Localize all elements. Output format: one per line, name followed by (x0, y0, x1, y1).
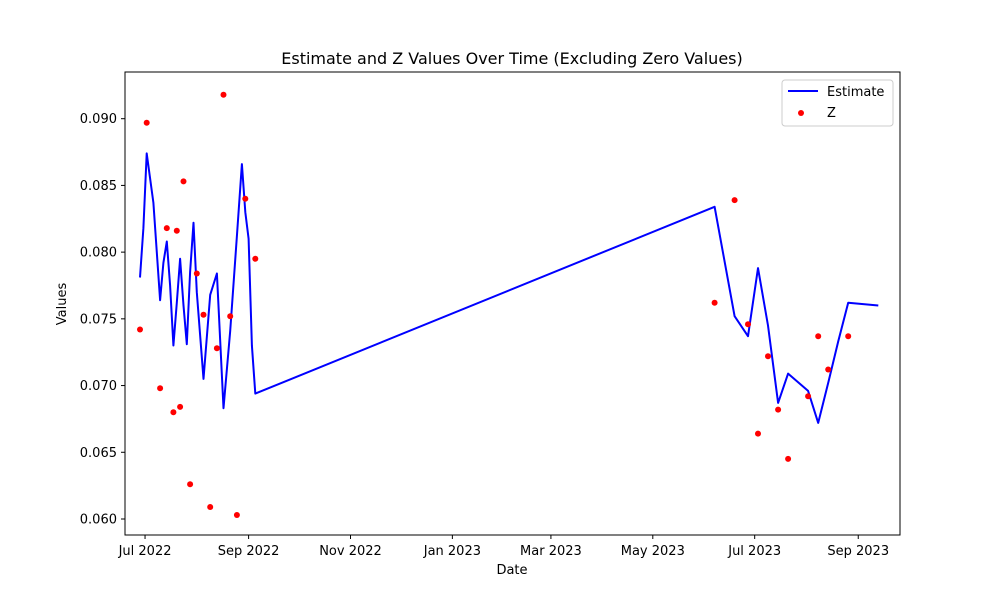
series-z-point (174, 228, 180, 234)
series-z-point (164, 225, 170, 231)
chart-title: Estimate and Z Values Over Time (Excludi… (281, 49, 743, 68)
x-tick-label: Nov 2022 (319, 544, 382, 559)
series-z-point (207, 504, 213, 510)
series-z-point (214, 345, 220, 351)
series-z-point (170, 409, 176, 415)
x-tick-label: Jul 2022 (118, 544, 172, 559)
x-tick-label: Jul 2023 (727, 544, 781, 559)
series-z-point (732, 197, 738, 203)
plot-frame (125, 72, 900, 535)
series-z-point (825, 367, 831, 373)
x-tick-label: May 2023 (621, 544, 685, 559)
plot-area (137, 92, 878, 518)
legend-estimate-label: Estimate (827, 85, 884, 100)
series-z-point (252, 256, 258, 262)
series-z-point (765, 353, 771, 359)
legend: Estimate Z (782, 80, 893, 126)
series-z-point (785, 456, 791, 462)
x-axis: Jul 2022 Sep 2022 Nov 2022 Jan 2023 Mar 2023… (118, 535, 890, 559)
series-z-point (181, 178, 187, 184)
x-axis-label: Date (496, 563, 527, 578)
y-tick-label: 0.060 (80, 512, 117, 527)
series-z-point (234, 512, 240, 518)
series-z-point (177, 404, 183, 410)
x-tick-label: Sep 2022 (218, 544, 280, 559)
series-z-point (201, 312, 207, 318)
series-estimate-line (140, 153, 878, 423)
series-z-point (745, 321, 751, 327)
series-z-point (775, 407, 781, 413)
series-z-point (712, 300, 718, 306)
y-tick-label: 0.080 (80, 246, 117, 261)
y-tick-label: 0.090 (80, 112, 117, 127)
series-z-point (137, 327, 143, 333)
y-axis-label: Values (55, 283, 70, 326)
series-z-point (144, 120, 150, 126)
legend-z-label: Z (827, 106, 836, 121)
series-z-point (227, 313, 233, 319)
series-z-point (815, 333, 821, 339)
y-tick-label: 0.070 (80, 379, 117, 394)
series-z-point (157, 385, 163, 391)
series-z-point (194, 271, 200, 277)
series-z-point (805, 393, 811, 399)
series-z-point (221, 92, 227, 98)
series-z-point (242, 196, 248, 202)
series-z-point (187, 481, 193, 487)
x-tick-label: Mar 2023 (520, 544, 582, 559)
y-tick-label: 0.065 (80, 446, 117, 461)
x-tick-label: Sep 2023 (827, 544, 889, 559)
series-z-point (845, 333, 851, 339)
series-z-point (755, 431, 761, 437)
x-tick-label: Jan 2023 (423, 544, 481, 559)
y-axis: 0.060 0.065 0.070 0.075 0.080 0.085 0.090 (80, 112, 125, 527)
legend-z-swatch (798, 110, 804, 116)
y-tick-label: 0.085 (80, 179, 117, 194)
y-tick-label: 0.075 (80, 312, 117, 327)
